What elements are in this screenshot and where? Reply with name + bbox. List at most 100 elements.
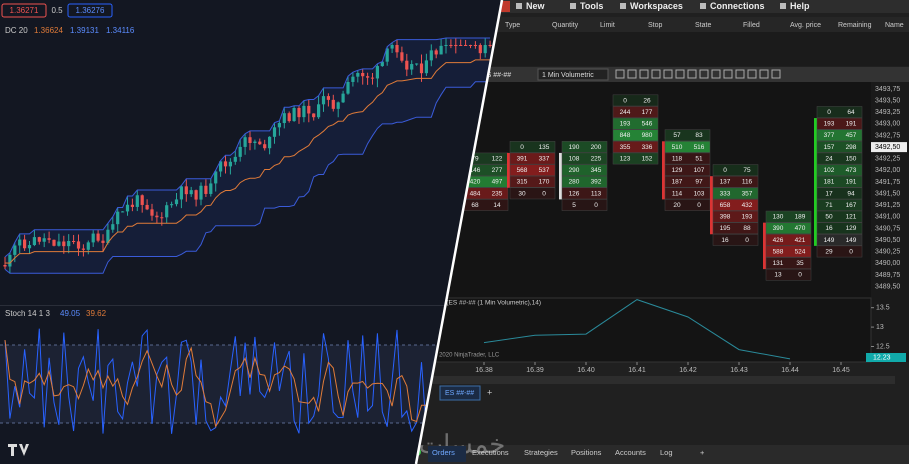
toolbar-icon[interactable] (615, 69, 625, 79)
candle-body (199, 185, 203, 200)
ask-volume: 121 (846, 214, 857, 221)
bid-volume: 79 (471, 155, 479, 162)
toolbar-icon[interactable] (687, 69, 697, 79)
y-tick-label: 12.5 (876, 343, 890, 350)
bottom-tab[interactable]: Strategies (524, 448, 558, 457)
price-label: 3490,00 (875, 260, 900, 267)
bid-volume: 16 (721, 237, 729, 244)
toolbar-icon[interactable] (699, 69, 709, 79)
ask-volume: 129 (846, 225, 857, 232)
bid-volume: 510 (672, 144, 683, 151)
toolbar-icon[interactable] (675, 69, 685, 79)
add-tab[interactable]: + (487, 387, 492, 397)
instrument[interactable]: ES ##-## (482, 72, 511, 79)
toolbar-icon[interactable] (735, 69, 745, 79)
bottom-tab[interactable]: Executions (472, 448, 509, 457)
price-label: 3493,25 (875, 109, 900, 116)
candle-body (390, 45, 394, 49)
ask-volume: 432 (742, 202, 753, 209)
menu-item[interactable]: Help (790, 1, 810, 11)
ask-volume: 14 (493, 202, 501, 209)
footprint-bar (710, 176, 713, 235)
candle-body (91, 233, 95, 243)
footprint-cell (612, 129, 659, 142)
bid-volume: 333 (720, 190, 731, 197)
footprint-cell (816, 152, 863, 165)
candle-body (429, 50, 433, 61)
x-tick-label: 16.40 (577, 367, 595, 374)
bottom-tab[interactable]: Accounts (615, 448, 646, 457)
toolbar-icon[interactable] (723, 69, 733, 79)
candle-body (380, 61, 384, 67)
chart-tab[interactable] (439, 385, 481, 401)
period[interactable]: 1 Min Volumetric (542, 72, 594, 79)
candle-body (179, 186, 183, 200)
toolbar-icon[interactable] (759, 69, 769, 79)
column-header[interactable]: Avg. price (790, 22, 821, 29)
ask-volume: 83 (695, 132, 703, 139)
period-dropdown[interactable] (537, 68, 609, 81)
candle-body (366, 76, 370, 78)
ask-volume: 337 (539, 155, 550, 162)
copyright: © 2020 NinjaTrader, LLC (433, 352, 500, 359)
orders-grid (416, 32, 909, 66)
bid-volume: 420 (470, 179, 481, 186)
bid-volume: 130 (773, 214, 784, 221)
candle-body (3, 265, 7, 267)
footprint-cell (816, 199, 863, 211)
menu-item[interactable]: Tools (580, 1, 603, 11)
column-header[interactable]: Stop (648, 22, 663, 29)
column-header[interactable]: Limit (600, 22, 615, 29)
bid-volume: 193 (824, 121, 835, 128)
price-label: 3490,75 (875, 225, 900, 232)
footprint-cell (816, 187, 863, 200)
candle-body (52, 239, 56, 246)
candle-body (111, 224, 115, 230)
bid-volume: 484 (470, 190, 481, 197)
menu-item[interactable]: New (526, 1, 546, 11)
chart-tab-label[interactable]: ES ##-## (445, 390, 474, 397)
candle-body (121, 211, 125, 213)
toolbar-icon[interactable] (627, 69, 637, 79)
scrollbar[interactable] (430, 376, 895, 384)
footprint-cell (664, 164, 711, 176)
candle-body (444, 45, 448, 46)
toolbar-icon[interactable] (651, 69, 661, 79)
bid-volume: 181 (824, 179, 835, 186)
candle-body (96, 233, 100, 241)
column-header[interactable]: Filled (743, 22, 760, 29)
price-label: 3492,75 (875, 132, 900, 139)
ask-volume: 177 (642, 109, 653, 116)
candle-body (219, 161, 223, 172)
menu-item[interactable]: Connections (710, 1, 765, 11)
toolbar-icon[interactable] (771, 69, 781, 79)
bid-volume: 0 (827, 109, 831, 116)
candle-body (248, 137, 252, 143)
column-header[interactable]: State (695, 22, 711, 29)
menu-item[interactable]: Workspaces (630, 1, 683, 11)
ask-volume: 103 (694, 190, 705, 197)
bottom-tab[interactable]: + (700, 448, 705, 457)
toolbar-icon[interactable] (663, 69, 673, 79)
x-tick-label: 16.41 (628, 367, 646, 374)
bottom-tab[interactable]: Orders (432, 448, 455, 457)
bottom-tab[interactable]: Log (660, 448, 673, 457)
candle-body (86, 242, 90, 250)
column-header[interactable]: Remaining (838, 22, 872, 29)
bid-volume: 30 (518, 190, 526, 197)
footprint-cell (765, 210, 812, 223)
ask-volume: 122 (492, 155, 503, 162)
column-header[interactable]: Name (885, 22, 904, 29)
column-header[interactable]: Type (505, 22, 520, 29)
footprint-cell (816, 129, 863, 142)
toolbar-icon[interactable] (711, 69, 721, 79)
toolbar-icon[interactable] (747, 69, 757, 79)
column-header[interactable]: Quantity (552, 22, 579, 29)
footprint-cell (664, 141, 711, 153)
bottom-tab[interactable]: Positions (571, 448, 602, 457)
toolbar-icon[interactable] (639, 69, 649, 79)
footprint-cell (612, 152, 659, 165)
menu-icon (516, 3, 522, 9)
footprint-cell (816, 175, 863, 188)
